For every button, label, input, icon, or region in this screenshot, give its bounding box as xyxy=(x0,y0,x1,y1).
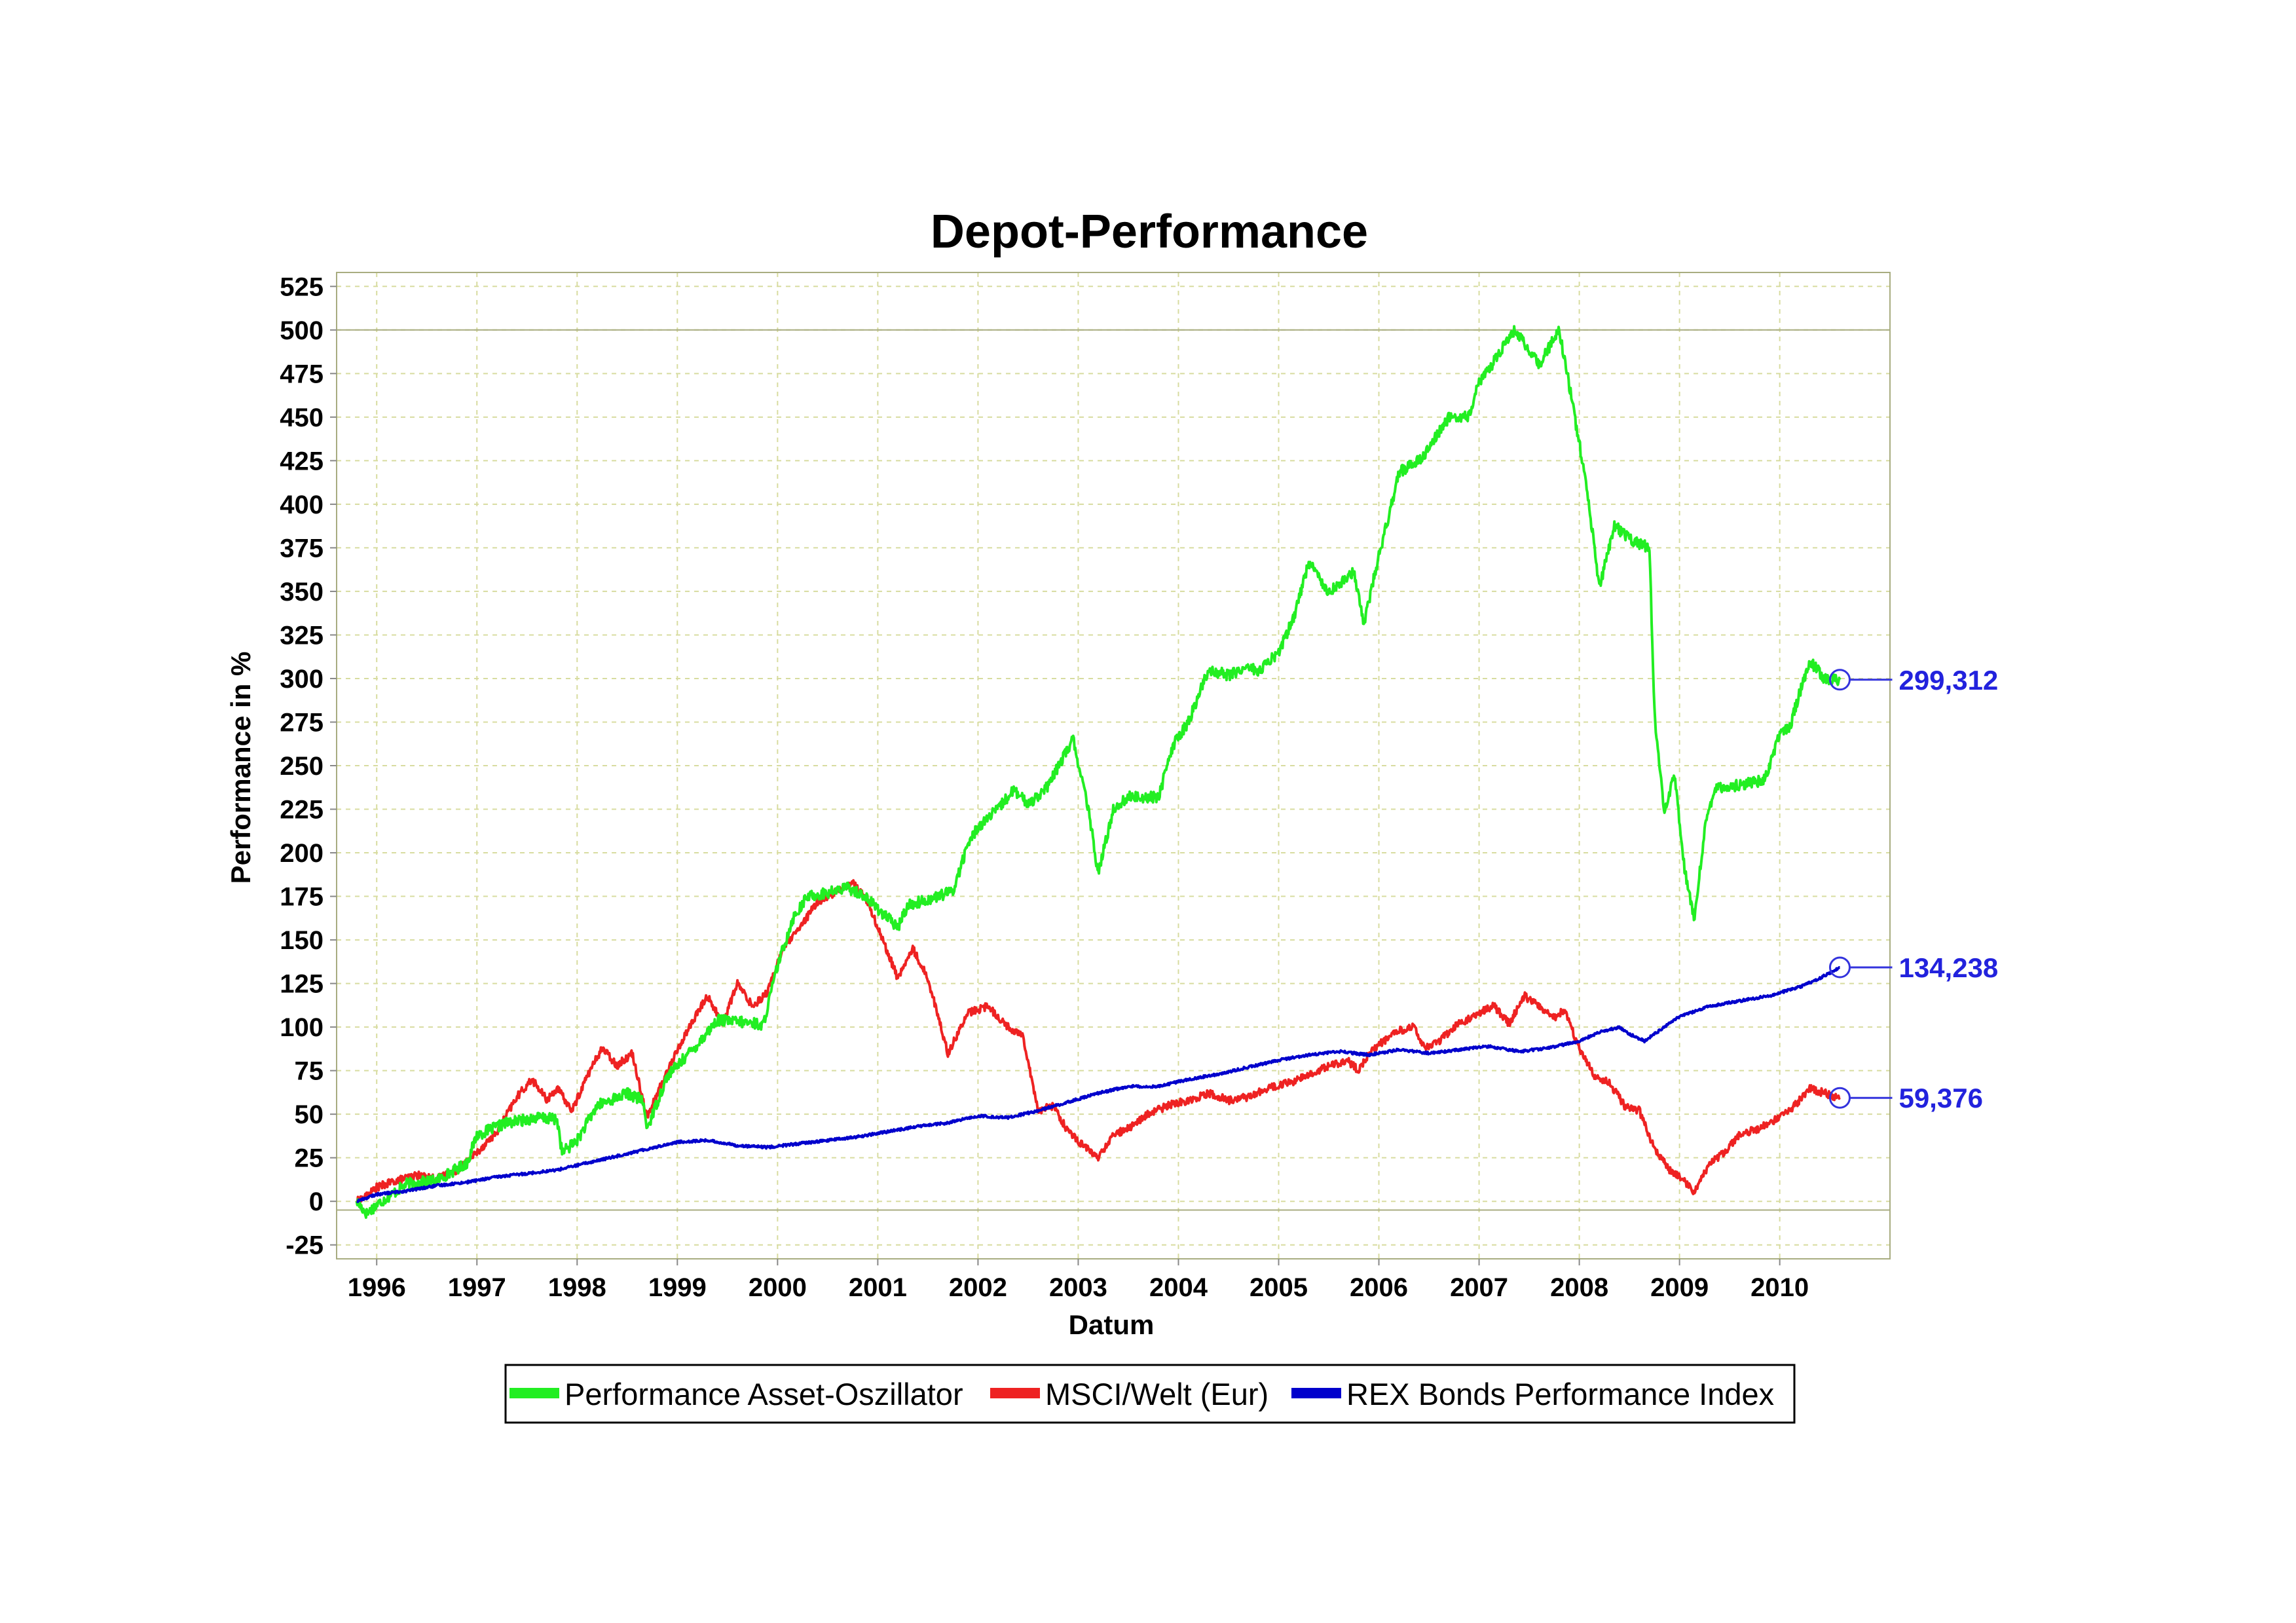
legend-items: Performance Asset-Oszillator MSCI/Welt (E… xyxy=(509,1377,1774,1411)
y-tick-label: 375 xyxy=(280,534,324,563)
y-axis-label: Performance in % xyxy=(225,652,256,884)
x-axis-label: Datum xyxy=(1069,1309,1155,1340)
y-tick-label: 425 xyxy=(280,447,324,476)
x-tick-label: 2001 xyxy=(849,1273,907,1302)
y-tick-label: -25 xyxy=(286,1231,324,1260)
y-tick-label: 100 xyxy=(280,1013,324,1042)
x-tick-label: 1996 xyxy=(348,1273,406,1302)
y-tick-label: 0 xyxy=(309,1187,324,1216)
y-tick-label: 350 xyxy=(280,578,324,606)
reference-lines xyxy=(337,329,1890,1211)
y-tick-label: 150 xyxy=(280,926,324,955)
x-tick-label: 2008 xyxy=(1550,1273,1608,1302)
y-tick-label: 400 xyxy=(280,491,324,519)
series-line xyxy=(355,325,1842,1219)
y-tick-label: 125 xyxy=(280,970,324,999)
x-tick-label: 2003 xyxy=(1049,1273,1107,1302)
end-value-label: 59,376 xyxy=(1898,1083,1982,1113)
legend-label: MSCI/Welt (Eur) xyxy=(1045,1377,1268,1411)
y-tick-label: 475 xyxy=(280,360,324,388)
legend-label: REX Bonds Performance Index xyxy=(1346,1377,1774,1411)
series-layer xyxy=(355,325,1842,1219)
y-tick-label: 325 xyxy=(280,621,324,650)
end-value-label: 134,238 xyxy=(1898,952,1998,983)
x-tick-label: 2004 xyxy=(1149,1273,1208,1302)
y-tick-label: 50 xyxy=(295,1100,324,1129)
legend-swatch xyxy=(1291,1388,1341,1398)
legend-swatch xyxy=(990,1388,1040,1398)
y-tick-label: 450 xyxy=(280,403,324,432)
legend-frame xyxy=(504,1364,1796,1424)
legend: Performance Asset-Oszillator MSCI/Welt (E… xyxy=(504,1364,1796,1424)
y-tick-label: 525 xyxy=(280,272,324,301)
x-tick-label: 1998 xyxy=(548,1273,606,1302)
x-tick-label: 2006 xyxy=(1350,1273,1408,1302)
x-tick-label: 2002 xyxy=(949,1273,1007,1302)
gridlines xyxy=(337,272,1890,1259)
series-line xyxy=(355,879,1841,1205)
y-tick-label: 300 xyxy=(280,665,324,694)
y-axis-ticks: -25 0 25 50 75 100 125 150 175 200 225 250 275 300 325… xyxy=(280,272,337,1260)
y-tick-label: 175 xyxy=(280,883,324,912)
y-tick-label: 275 xyxy=(280,708,324,737)
y-tick-label: 500 xyxy=(280,316,324,345)
chart-title: Depot-Performance xyxy=(931,206,1368,258)
legend-label: Performance Asset-Oszillator xyxy=(565,1377,963,1411)
end-value-labels: 59,376 299,312 134,238 xyxy=(1828,665,1998,1113)
end-value-label: 299,312 xyxy=(1898,665,1998,696)
legend-swatch xyxy=(509,1388,559,1398)
x-tick-label: 2000 xyxy=(749,1273,807,1302)
y-tick-label: 200 xyxy=(280,839,324,868)
x-tick-label: 2007 xyxy=(1450,1273,1508,1302)
x-tick-label: 1997 xyxy=(448,1273,506,1302)
y-tick-label: 225 xyxy=(280,796,324,825)
y-tick-label: 250 xyxy=(280,752,324,781)
x-tick-label: 2009 xyxy=(1650,1273,1709,1302)
y-tick-label: 75 xyxy=(295,1057,324,1086)
series-line xyxy=(356,966,1841,1203)
x-axis-ticks: 1996 1997 1998 1999 2000 2001 2002 2003 2004 2005… xyxy=(348,1259,1809,1302)
x-tick-label: 2010 xyxy=(1750,1273,1809,1302)
x-tick-label: 1999 xyxy=(648,1273,707,1302)
x-tick-label: 2005 xyxy=(1250,1273,1308,1302)
y-tick-label: 25 xyxy=(295,1144,324,1173)
